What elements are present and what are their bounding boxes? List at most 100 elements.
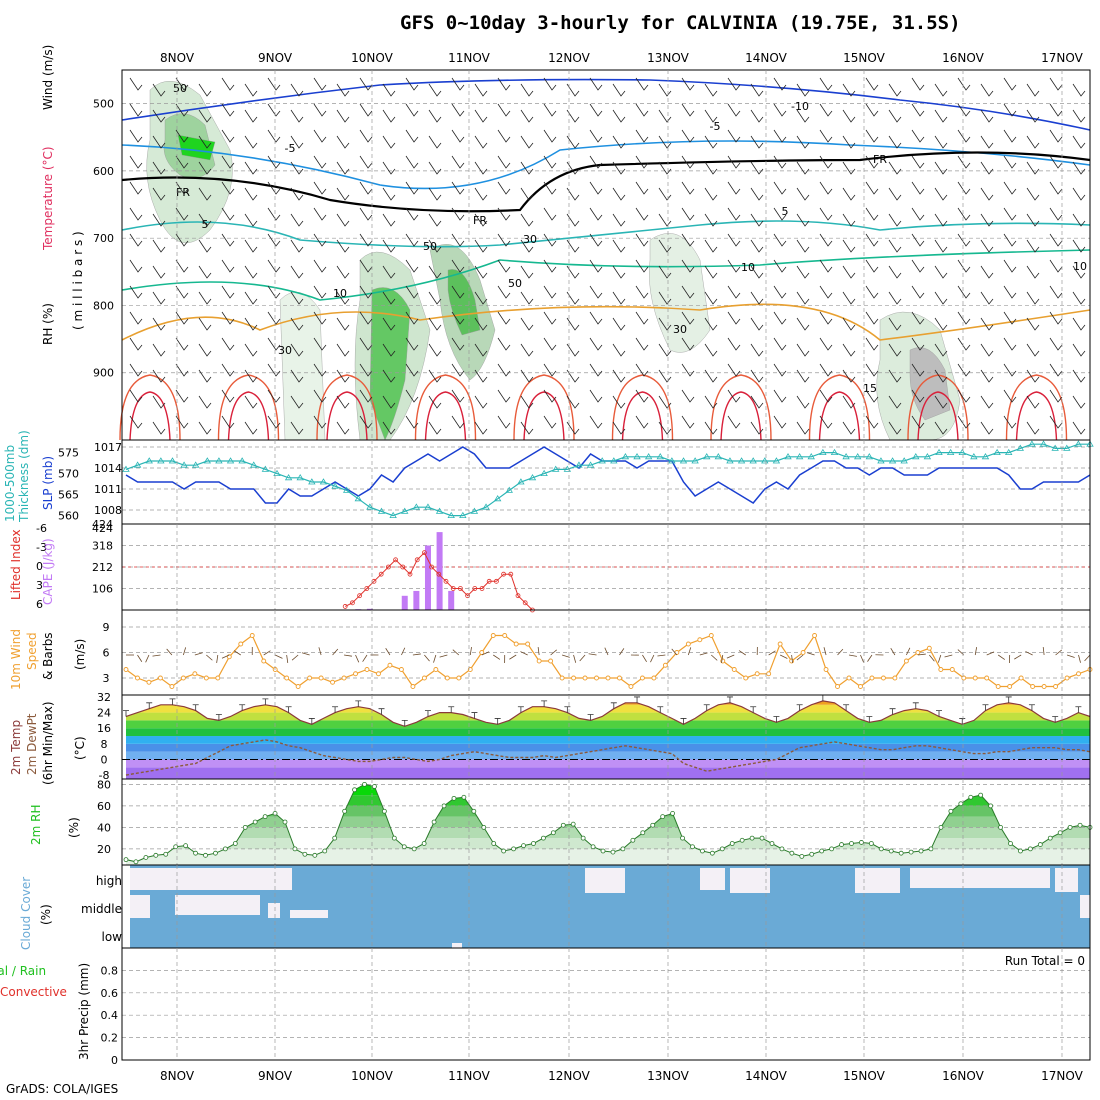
precip-ylabel: Total / Rain Convective bbox=[0, 964, 67, 999]
warm-contour bbox=[1015, 391, 1058, 441]
rh-point bbox=[481, 824, 487, 830]
surface-wind-barb bbox=[216, 654, 219, 663]
wind-barb bbox=[520, 135, 534, 149]
precip-panel: 0 0.2 0.4 0.6 0.8 Run Total = 0 Total / Rain Co… bbox=[0, 954, 1090, 1067]
wind-point bbox=[490, 633, 496, 638]
slp-tick-label: 1017 bbox=[94, 441, 122, 454]
wind-barb bbox=[267, 415, 281, 429]
temp-label-3: (6hr Min/Max) bbox=[41, 702, 55, 786]
wind-point bbox=[984, 675, 990, 681]
rh-point bbox=[521, 843, 526, 849]
wind-point bbox=[961, 675, 967, 681]
temp-minmax-bar bbox=[843, 704, 850, 711]
rh-point bbox=[461, 794, 467, 800]
wind-barb bbox=[198, 187, 212, 201]
wind-point bbox=[571, 675, 577, 681]
temp-minmax-bar bbox=[448, 706, 455, 713]
wind-point bbox=[582, 675, 588, 681]
wind-barb bbox=[428, 395, 442, 409]
wind-barb bbox=[842, 161, 856, 175]
wind-point bbox=[318, 675, 324, 681]
wind-point bbox=[146, 679, 152, 685]
wind-barb bbox=[704, 161, 718, 175]
thickness-tick-label: 560 bbox=[58, 510, 79, 523]
lifted-point bbox=[364, 586, 370, 591]
wind-barb bbox=[152, 109, 166, 123]
rh-point bbox=[1018, 848, 1023, 854]
wind-point bbox=[502, 633, 508, 638]
wind-barb bbox=[290, 265, 304, 279]
wind-point bbox=[651, 675, 657, 681]
wind-barb bbox=[451, 415, 465, 429]
wind-barb bbox=[359, 129, 373, 143]
wind-barb bbox=[1026, 213, 1040, 227]
surface-wind-barb bbox=[509, 654, 517, 660]
temp-tick-label: 0 bbox=[101, 753, 108, 766]
warm-contour bbox=[119, 374, 181, 441]
wind-barb bbox=[175, 155, 189, 169]
wind-barb bbox=[451, 337, 465, 351]
rh-point bbox=[769, 841, 775, 846]
temp-minmax-bar bbox=[146, 702, 153, 709]
wind-barb bbox=[1072, 421, 1086, 435]
wind-barb bbox=[888, 187, 902, 201]
thickness-point bbox=[482, 503, 490, 510]
wind-barb bbox=[566, 265, 580, 279]
wind-point bbox=[1041, 684, 1047, 689]
thickness-point bbox=[180, 461, 188, 468]
wind-barb bbox=[658, 265, 672, 279]
surface-wind-barb bbox=[937, 654, 942, 663]
wind-barb bbox=[474, 213, 488, 227]
wind-barb bbox=[336, 343, 350, 357]
rh-point bbox=[1077, 822, 1083, 828]
wind-barb bbox=[750, 109, 764, 123]
temp-minmax-bar bbox=[192, 704, 199, 711]
wind-barb bbox=[428, 135, 442, 149]
surface-wind-barb bbox=[721, 654, 724, 663]
wind-point bbox=[926, 645, 932, 651]
wind-barb bbox=[957, 363, 971, 377]
lifted-point bbox=[515, 593, 521, 599]
wind-barb bbox=[934, 265, 948, 279]
surface-wind-barb bbox=[412, 653, 421, 656]
thickness-point bbox=[598, 457, 606, 464]
wind-barb bbox=[635, 363, 649, 377]
wind-barb bbox=[635, 103, 649, 117]
wind-barb bbox=[543, 285, 557, 299]
surface-wind-barb bbox=[469, 647, 472, 656]
wind-barb bbox=[773, 77, 787, 91]
wind-point bbox=[731, 667, 737, 672]
rh-shading bbox=[369, 287, 411, 441]
wind-barb bbox=[290, 421, 304, 435]
lifted-point bbox=[436, 571, 442, 577]
cloud-level-label: high bbox=[96, 874, 122, 888]
wind-barb bbox=[796, 291, 810, 305]
wind-barb bbox=[773, 337, 787, 351]
wind-barb bbox=[681, 181, 695, 195]
wind-barb bbox=[129, 155, 143, 169]
warm-contour bbox=[217, 374, 280, 441]
wind-barb bbox=[359, 181, 373, 195]
wind-barb bbox=[221, 103, 235, 117]
wind-barb bbox=[957, 415, 971, 429]
wind-barb bbox=[152, 317, 166, 331]
temp-color-band bbox=[126, 712, 1090, 721]
wind-barb bbox=[221, 259, 235, 273]
wind-barb bbox=[819, 389, 833, 403]
wind-barb bbox=[267, 285, 281, 299]
thickness-point bbox=[1028, 440, 1036, 447]
wind-barb bbox=[497, 129, 511, 143]
wind-barb bbox=[1003, 181, 1017, 195]
thickness-point bbox=[250, 461, 258, 468]
thickness-tick-label: 565 bbox=[58, 489, 79, 502]
surface-wind-barb bbox=[137, 654, 143, 662]
surface-wind-barb bbox=[848, 654, 857, 657]
precip-label-total: Total / Rain bbox=[0, 964, 46, 978]
thickness-point bbox=[842, 453, 850, 460]
wind-barb bbox=[428, 317, 442, 331]
surface-wind-barb bbox=[796, 654, 804, 661]
wind-barb bbox=[635, 233, 649, 247]
wind-barb bbox=[1049, 311, 1063, 325]
temp-minmax-bar bbox=[726, 696, 733, 703]
